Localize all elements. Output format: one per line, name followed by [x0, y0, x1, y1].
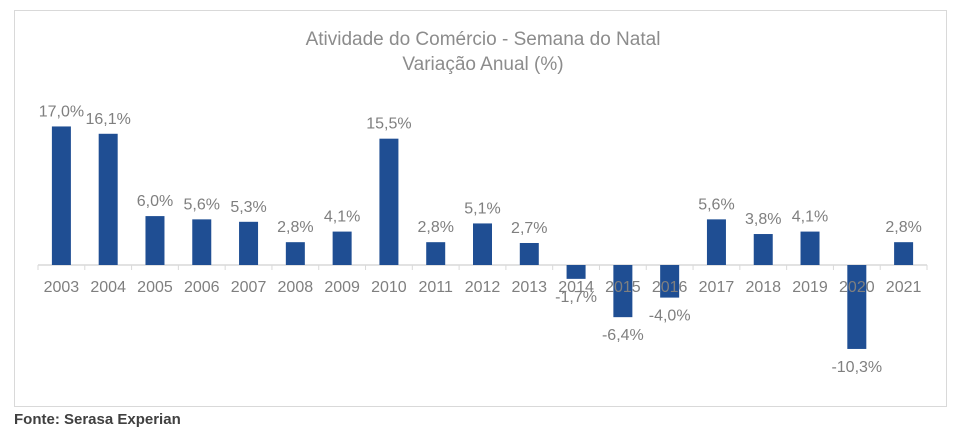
x-tick-label: 2011 — [419, 279, 454, 296]
data-label: 2,8% — [417, 219, 453, 236]
bar — [379, 138, 399, 265]
data-label: 2,7% — [511, 220, 547, 237]
data-label: 4,1% — [792, 209, 828, 226]
chart-frame — [14, 10, 947, 407]
bar — [613, 265, 633, 318]
x-tick-label: 2003 — [44, 279, 80, 296]
source-note: Fonte: Serasa Experian — [14, 411, 181, 428]
bar — [426, 242, 446, 265]
bar — [332, 231, 352, 265]
data-label: 5,1% — [464, 200, 500, 217]
bar — [51, 126, 71, 265]
x-tick-label: 2013 — [511, 279, 547, 296]
data-label: -10,3% — [831, 359, 882, 376]
data-label: 15,5% — [366, 116, 411, 133]
x-tick-label: 2009 — [324, 279, 360, 296]
x-tick-label: 2012 — [465, 279, 501, 296]
x-tick-label: 2021 — [886, 279, 922, 296]
bar — [566, 265, 586, 279]
chart-subtitle: Variação Anual (%) — [402, 54, 564, 75]
data-label: 2,8% — [277, 219, 313, 236]
data-label: 2,8% — [885, 219, 921, 236]
x-tick-label: 2014 — [558, 279, 594, 296]
data-label: 16,1% — [85, 111, 130, 128]
bar — [706, 219, 726, 265]
x-tick-label: 2017 — [699, 279, 735, 296]
x-tick-label: 2018 — [745, 279, 781, 296]
data-label: 17,0% — [39, 103, 84, 120]
data-label: 3,8% — [745, 211, 781, 228]
bar — [145, 216, 165, 265]
data-label: 6,0% — [137, 193, 173, 210]
bar — [660, 265, 680, 298]
x-tick-label: 2015 — [605, 279, 641, 296]
x-tick-label: 2004 — [90, 279, 126, 296]
x-tick-label: 2016 — [652, 279, 688, 296]
data-label: -4,0% — [649, 308, 691, 325]
bar — [98, 133, 118, 265]
bar — [519, 242, 539, 265]
x-tick-label: 2019 — [792, 279, 828, 296]
x-tick-label: 2007 — [231, 279, 267, 296]
bar — [847, 265, 867, 349]
x-tick-label: 2010 — [371, 279, 407, 296]
data-label: 4,1% — [324, 209, 360, 226]
bar — [800, 231, 820, 265]
data-label: -6,4% — [602, 327, 644, 344]
bar — [285, 242, 305, 265]
data-label: 5,6% — [184, 196, 220, 213]
bar — [894, 242, 914, 265]
chart-title: Atividade do Comércio - Semana do Natal — [305, 29, 661, 50]
x-tick-label: 2005 — [137, 279, 173, 296]
bar — [239, 221, 259, 265]
x-tick-label: 2006 — [184, 279, 220, 296]
x-tick-label: 2008 — [278, 279, 314, 296]
bar — [192, 219, 212, 265]
data-label: 5,3% — [230, 199, 266, 216]
data-label: -1,7% — [555, 289, 597, 306]
bar — [753, 234, 773, 265]
data-label: 5,6% — [698, 196, 734, 213]
x-tick-label: 2020 — [839, 279, 875, 296]
bar — [473, 223, 492, 265]
